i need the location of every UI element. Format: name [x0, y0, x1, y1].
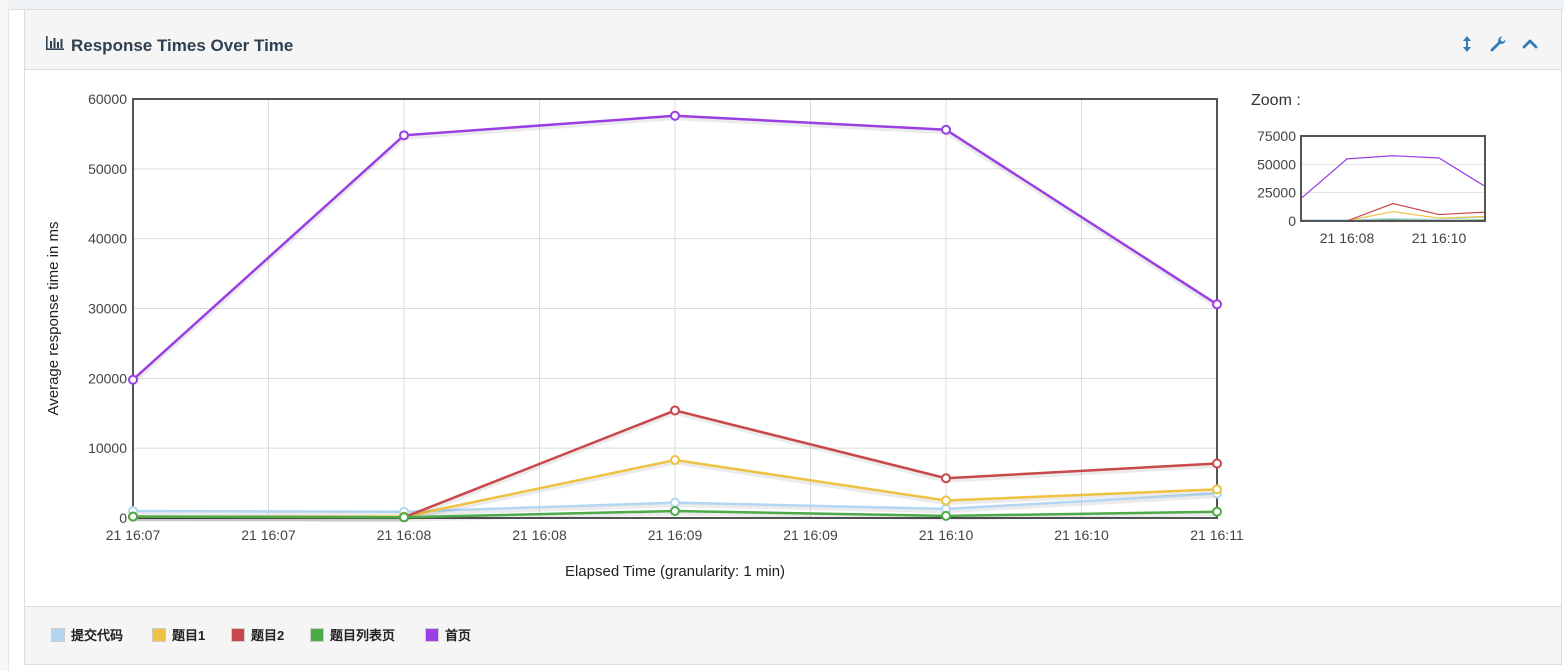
- data-point: [941, 495, 951, 506]
- data-point: [670, 110, 680, 121]
- data-point: [670, 506, 680, 517]
- x-tick-label: 21 16:10: [1054, 527, 1109, 543]
- legend-swatch: [152, 627, 166, 642]
- y-axis-title: Average response time in ms: [45, 222, 62, 416]
- zoom-series-line-1: [1300, 216, 1486, 221]
- bar-chart-icon: [45, 35, 65, 56]
- panel-title: Response Times Over Time: [71, 35, 294, 55]
- x-tick-label: 21 16:07: [106, 527, 161, 543]
- legend-label: 提交代码: [71, 628, 124, 643]
- y-tick-label: 40000: [88, 231, 127, 247]
- response-times-panel: Response Times Over Time 21 16:07 21 16:0…: [24, 9, 1562, 665]
- data-point: [941, 473, 951, 484]
- panel-title-wrap: Response Times Over Time: [45, 35, 293, 56]
- x-tick-label: 21 16:08: [512, 527, 567, 543]
- legend-bar: 提交代码 题目1 题目2 题目列表页 首页: [25, 606, 1561, 664]
- data-point: [128, 374, 138, 385]
- x-tick-label: 21 16:08: [377, 527, 432, 543]
- y-tick-label: 30000: [88, 301, 127, 317]
- zoom-y-tick-label: 25000: [1257, 185, 1296, 201]
- data-point: [1212, 299, 1222, 310]
- zoom-label: Zoom :: [1251, 92, 1301, 109]
- wrench-icon[interactable]: [1488, 34, 1508, 54]
- page-left-edge: [0, 0, 9, 671]
- x-axis-title: Elapsed Time (granularity: 1 min): [565, 563, 785, 580]
- data-point: [1212, 484, 1222, 495]
- legend-label: 题目2: [251, 628, 285, 643]
- zoom-plot-frame: [1300, 135, 1486, 222]
- zoom-x-tick-label: 21 16:10: [1412, 230, 1467, 246]
- panel-heading: Response Times Over Time: [25, 10, 1561, 70]
- zoom-y-tick-label: 75000: [1257, 128, 1296, 144]
- data-point: [1212, 506, 1222, 517]
- x-tick-label: 21 16:09: [783, 527, 838, 543]
- y-tick-label: 60000: [88, 91, 127, 107]
- legend-item-series-2[interactable]: 题目1: [152, 625, 205, 644]
- x-tick-label: 21 16:07: [241, 527, 296, 543]
- legend-swatch: [310, 627, 324, 642]
- x-tick-label: 21 16:11: [1190, 527, 1244, 543]
- resize-vertical-icon[interactable]: [1457, 34, 1477, 54]
- zoom-overview-chart[interactable]: 0 25000 50000 75000 21 16:08 21 16:10: [1235, 110, 1535, 310]
- chevron-up-icon[interactable]: [1520, 34, 1540, 54]
- data-point: [1212, 458, 1222, 469]
- data-point: [670, 405, 680, 416]
- data-point: [670, 497, 680, 508]
- legend-item-series-3[interactable]: 题目2: [231, 625, 284, 644]
- zoom-y-tick-label: 50000: [1257, 156, 1296, 172]
- legend-item-series-4[interactable]: 题目列表页: [310, 625, 395, 644]
- zoom-series-line-5: [1300, 155, 1486, 200]
- x-tick-label: 21 16:09: [648, 527, 703, 543]
- legend-swatch: [51, 627, 65, 642]
- data-point: [670, 455, 680, 466]
- legend-swatch: [231, 627, 245, 642]
- zoom-x-tick-label: 21 16:08: [1320, 230, 1375, 246]
- y-tick-label: 10000: [88, 440, 127, 456]
- legend-item-series-1[interactable]: 提交代码: [51, 625, 123, 644]
- chart-area: 21 16:07 21 16:07 21 16:08 21 16:08 21 16:09…: [25, 70, 1563, 607]
- data-point: [399, 130, 409, 141]
- y-tick-label: 20000: [88, 370, 127, 386]
- y-tick-label: 0: [119, 510, 127, 526]
- legend-label: 题目1: [172, 628, 206, 643]
- legend-item-series-5[interactable]: 首页: [425, 625, 471, 644]
- data-point: [128, 511, 138, 522]
- zoom-y-tick-label: 0: [1288, 213, 1296, 229]
- x-tick-label: 21 16:10: [919, 527, 974, 543]
- legend-label: 题目列表页: [330, 628, 396, 643]
- data-point: [941, 124, 951, 135]
- legend-label: 首页: [445, 628, 472, 643]
- data-point: [941, 510, 951, 521]
- legend-swatch: [425, 627, 439, 642]
- main-line-chart[interactable]: 21 16:07 21 16:07 21 16:08 21 16:08 21 16:09…: [25, 70, 1245, 607]
- y-tick-label: 50000: [88, 161, 127, 177]
- data-point: [399, 512, 409, 523]
